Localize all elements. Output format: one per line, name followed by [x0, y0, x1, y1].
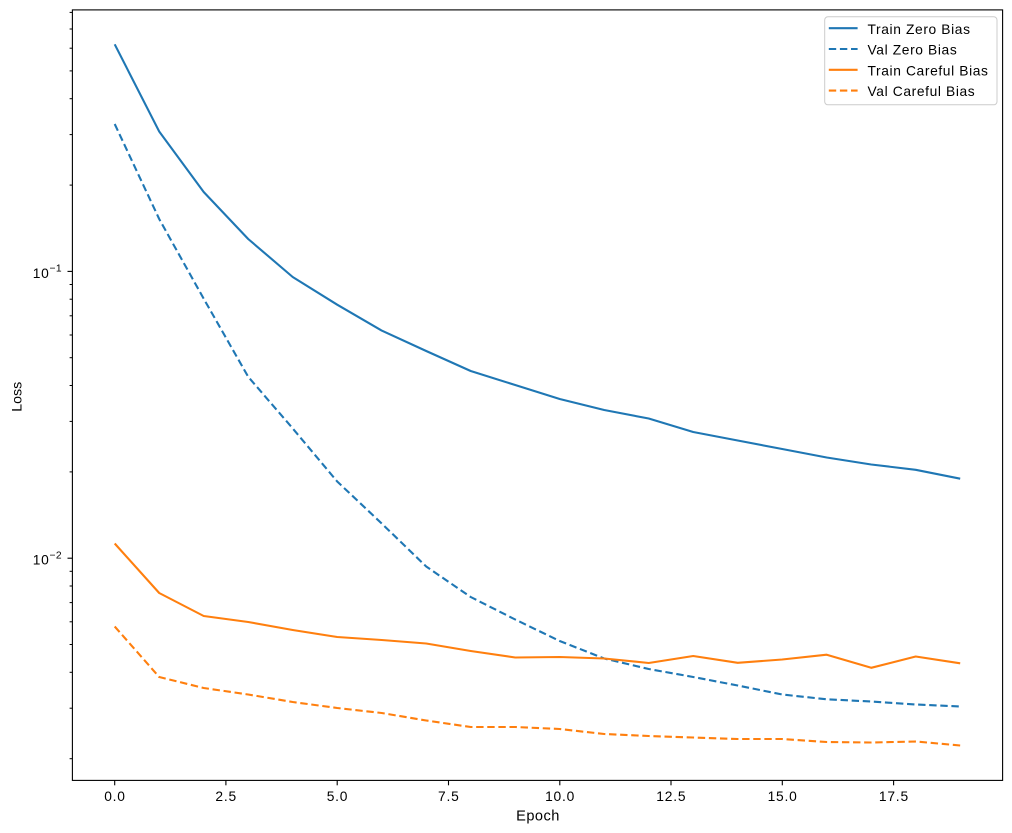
svg-text:0.0: 0.0	[104, 789, 126, 804]
svg-text:Epoch: Epoch	[516, 809, 560, 825]
svg-text:Train Careful Bias: Train Careful Bias	[868, 63, 989, 78]
svg-text:Loss: Loss	[9, 382, 25, 412]
svg-text:17.5: 17.5	[879, 789, 909, 804]
svg-text:Val Careful Bias: Val Careful Bias	[868, 84, 976, 99]
svg-text:2.5: 2.5	[215, 789, 237, 804]
svg-text:10.0: 10.0	[545, 789, 575, 804]
svg-text:5.0: 5.0	[327, 789, 349, 804]
svg-text:Val Zero Bias: Val Zero Bias	[868, 43, 958, 58]
svg-text:7.5: 7.5	[438, 789, 460, 804]
svg-text:Train Zero Bias: Train Zero Bias	[868, 22, 971, 37]
svg-text:15.0: 15.0	[768, 789, 798, 804]
svg-text:12.5: 12.5	[656, 789, 686, 804]
